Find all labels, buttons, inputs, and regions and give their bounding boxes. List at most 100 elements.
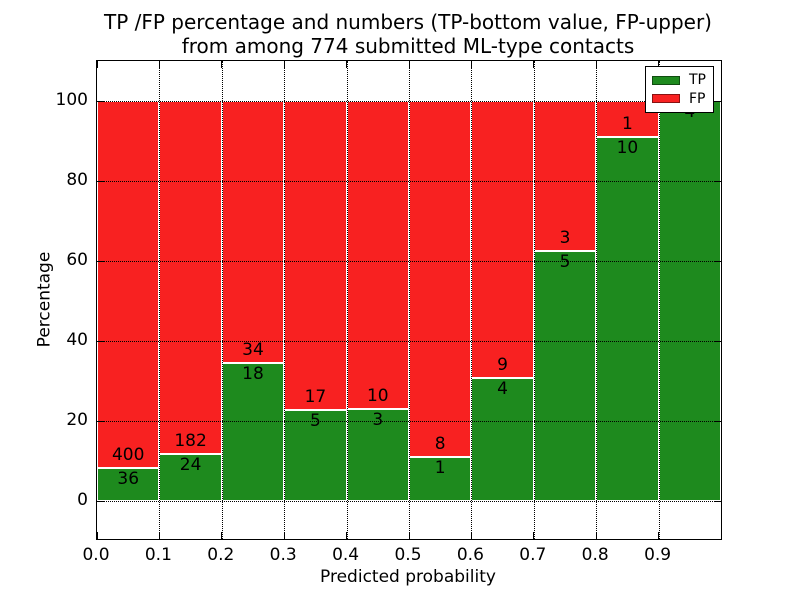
bar-tp-segment bbox=[284, 410, 347, 501]
y-tick-mark bbox=[714, 100, 721, 102]
y-tick-label: 40 bbox=[66, 330, 88, 350]
v-gridline bbox=[409, 61, 410, 539]
v-gridline bbox=[596, 61, 598, 539]
annotation-tp-count: 36 bbox=[117, 468, 140, 489]
y-tick-mark bbox=[714, 500, 721, 502]
y-tick-mark bbox=[97, 420, 104, 422]
annotation-fp-count: 182 bbox=[174, 431, 207, 452]
x-tick-mark bbox=[595, 532, 597, 539]
y-tick-label: 60 bbox=[66, 250, 88, 270]
x-axis-label: Predicted probability bbox=[320, 567, 496, 587]
annotation-tp-count: 18 bbox=[242, 363, 264, 384]
y-axis-label: Percentage bbox=[34, 251, 55, 348]
x-tick-label: 0.9 bbox=[644, 545, 672, 565]
fp-color-swatch bbox=[652, 94, 680, 104]
legend-entry-fp: FP bbox=[652, 92, 707, 106]
x-tick-mark bbox=[158, 61, 160, 68]
v-gridline bbox=[159, 61, 161, 539]
x-tick-mark bbox=[470, 61, 472, 68]
x-tick-mark bbox=[720, 61, 722, 68]
chart-title-line1: TP /FP percentage and numbers (TP-bottom… bbox=[104, 10, 712, 34]
y-tick-mark bbox=[97, 500, 104, 502]
annotation-tp-count: 4 bbox=[497, 378, 508, 399]
x-tick-label: 0.5 bbox=[394, 545, 422, 565]
bar-fp-segment bbox=[221, 101, 285, 363]
x-tick-mark bbox=[720, 532, 722, 539]
x-tick-mark bbox=[158, 532, 160, 539]
y-tick-mark bbox=[714, 420, 721, 422]
x-tick-label: 0.7 bbox=[519, 545, 547, 565]
annotation-tp-count: 24 bbox=[179, 455, 202, 476]
annotation-fp-count: 17 bbox=[304, 387, 327, 408]
y-tick-label: 80 bbox=[66, 170, 88, 190]
x-tick-mark bbox=[658, 61, 660, 68]
x-tick-mark bbox=[408, 532, 410, 539]
legend-label-fp: FP bbox=[689, 90, 706, 107]
y-tick-mark bbox=[714, 180, 721, 182]
y-tick-mark bbox=[97, 100, 104, 102]
y-tick-label: 20 bbox=[66, 410, 88, 430]
annotation-fp-count: 8 bbox=[434, 433, 446, 454]
annotation-fp-count: 10 bbox=[366, 385, 389, 406]
x-tick-mark bbox=[533, 61, 535, 68]
x-tick-label: 0.4 bbox=[332, 545, 360, 565]
x-tick-mark bbox=[96, 61, 98, 68]
annotation-tp-count: 10 bbox=[616, 138, 639, 159]
x-tick-mark bbox=[470, 532, 472, 539]
x-tick-mark bbox=[346, 532, 348, 539]
chart-title-line2: from among 774 submitted ML-type contact… bbox=[181, 34, 635, 58]
chart-title: TP /FP percentage and numbers (TP-bottom… bbox=[96, 10, 720, 58]
legend: TP FP bbox=[645, 66, 714, 113]
x-tick-mark bbox=[408, 61, 410, 68]
legend-entry-tp: TP bbox=[652, 73, 707, 87]
x-tick-label: 0.8 bbox=[581, 545, 609, 565]
x-tick-label: 0.0 bbox=[82, 545, 110, 565]
y-tick-mark bbox=[97, 260, 104, 262]
annotation-tp-count: 5 bbox=[309, 411, 321, 432]
annotation-fp-count: 400 bbox=[111, 444, 145, 465]
x-tick-label: 0.6 bbox=[456, 545, 484, 565]
annotation-tp-count: 5 bbox=[559, 252, 571, 272]
x-tick-mark bbox=[658, 532, 660, 539]
annotation-fp-count: 9 bbox=[497, 354, 508, 375]
plot-area: 364002418218345173101849531014 bbox=[96, 60, 722, 540]
tp-color-swatch bbox=[652, 75, 680, 85]
y-tick-mark bbox=[97, 340, 104, 342]
x-tick-label: 0.3 bbox=[269, 545, 297, 565]
y-tick-mark bbox=[97, 180, 104, 182]
bar-tp-segment bbox=[658, 101, 721, 501]
annotation-tp-count: 3 bbox=[372, 409, 384, 430]
bar-tp-segment bbox=[533, 251, 597, 501]
x-tick-label: 0.1 bbox=[144, 545, 172, 565]
bar-tp-segment bbox=[596, 137, 659, 501]
bar-tp-segment bbox=[159, 454, 222, 501]
v-gridline bbox=[221, 61, 223, 539]
bar-tp-segment bbox=[97, 467, 160, 501]
bar-fp-segment bbox=[284, 101, 347, 411]
legend-label-tp: TP bbox=[689, 72, 706, 89]
x-tick-mark bbox=[283, 532, 285, 539]
v-gridline bbox=[533, 61, 535, 539]
annotation-fp-count: 34 bbox=[242, 339, 264, 360]
x-tick-mark bbox=[221, 532, 223, 539]
annotation-fp-count: 3 bbox=[559, 228, 571, 248]
x-tick-mark bbox=[221, 61, 223, 68]
v-gridline bbox=[471, 61, 473, 539]
annotation-tp-count: 1 bbox=[434, 457, 446, 478]
v-gridline bbox=[284, 61, 286, 539]
bar-fp-segment bbox=[159, 101, 222, 455]
v-gridline bbox=[658, 61, 660, 539]
x-tick-mark bbox=[96, 532, 98, 539]
y-tick-label: 0 bbox=[77, 490, 88, 510]
x-tick-mark bbox=[533, 532, 535, 539]
y-tick-mark bbox=[714, 340, 721, 342]
x-tick-mark bbox=[283, 61, 285, 68]
y-tick-label: 100 bbox=[55, 90, 88, 110]
x-tick-mark bbox=[346, 61, 348, 68]
bar-fp-segment bbox=[97, 101, 160, 468]
bar-tp-segment bbox=[409, 456, 472, 501]
bar-fp-segment bbox=[471, 101, 534, 378]
v-gridline bbox=[346, 61, 348, 539]
x-tick-label: 0.2 bbox=[207, 545, 235, 565]
bar-fp-segment bbox=[346, 101, 409, 409]
